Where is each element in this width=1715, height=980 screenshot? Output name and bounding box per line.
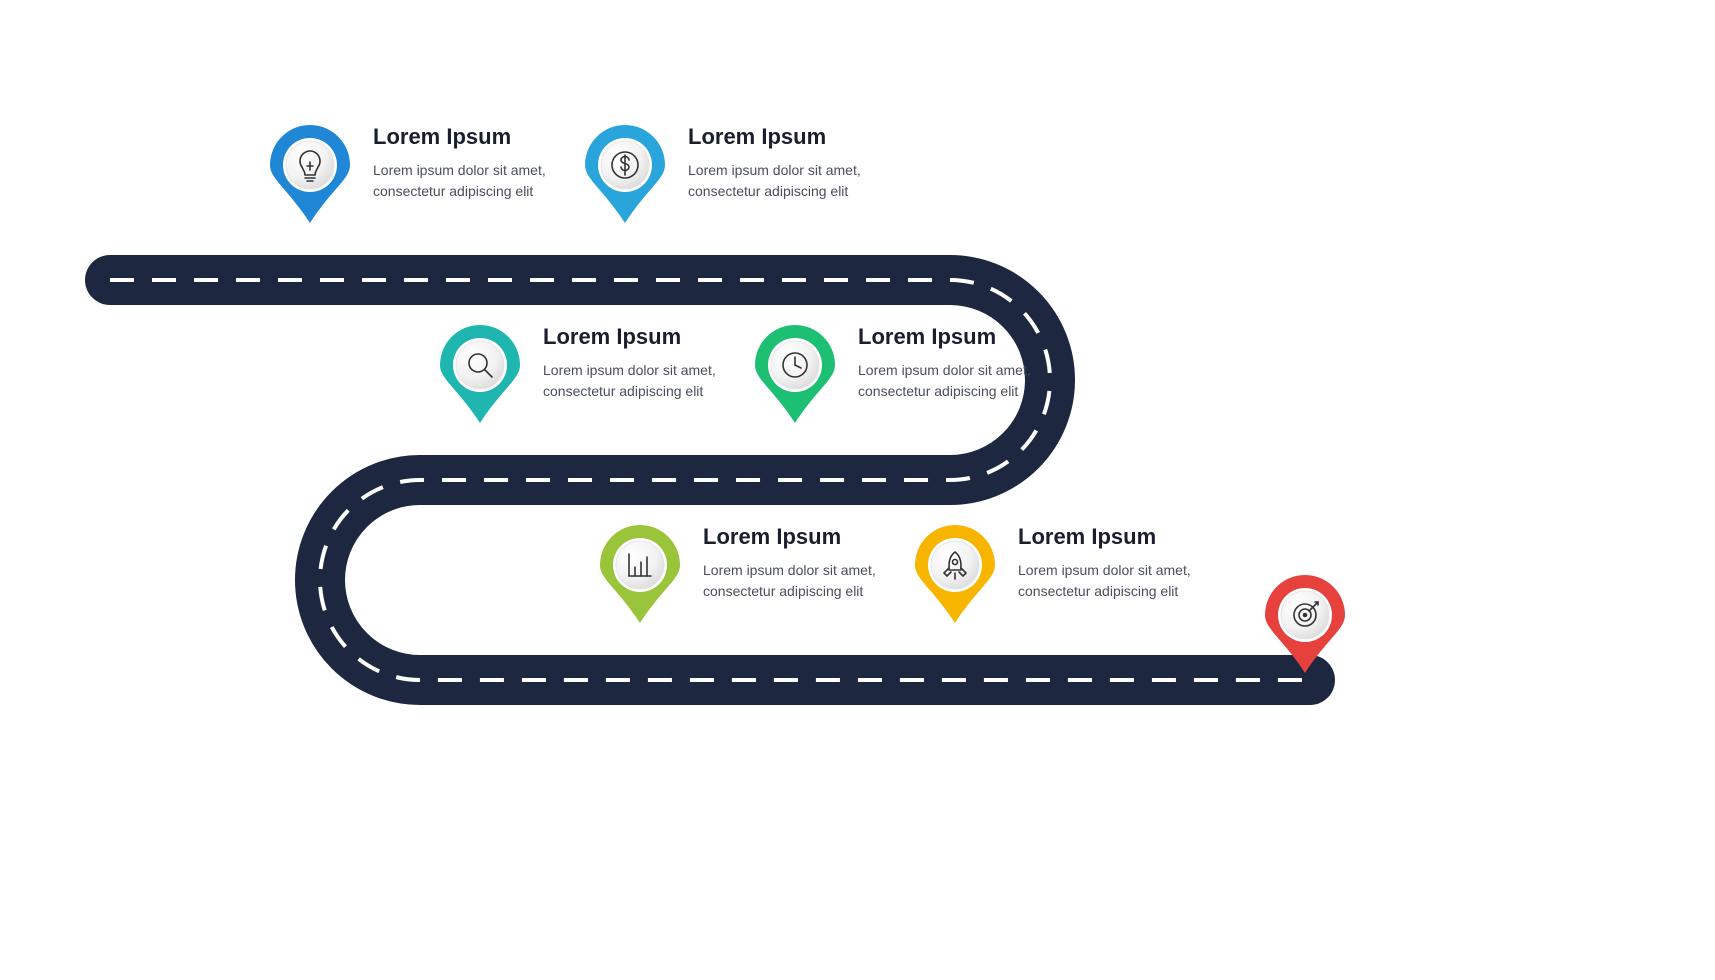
step-body: Lorem ipsum dolor sit amet, consectetur …: [858, 360, 1038, 402]
clock-icon: [750, 320, 840, 430]
step-text: Lorem Ipsum Lorem ipsum dolor sit amet, c…: [1018, 520, 1198, 602]
step-title: Lorem Ipsum: [373, 124, 553, 150]
step-1: Lorem Ipsum Lorem ipsum dolor sit amet, c…: [265, 120, 553, 230]
step-3: Lorem Ipsum Lorem ipsum dolor sit amet, c…: [435, 320, 723, 430]
dollar-icon: [580, 120, 670, 230]
step-title: Lorem Ipsum: [858, 324, 1038, 350]
lightbulb-icon: [265, 120, 355, 230]
step-5: Lorem Ipsum Lorem ipsum dolor sit amet, c…: [595, 520, 883, 630]
step-body: Lorem ipsum dolor sit amet, consectetur …: [688, 160, 868, 202]
end-pin: [1260, 570, 1350, 680]
step-text: Lorem Ipsum Lorem ipsum dolor sit amet, c…: [703, 520, 883, 602]
step-title: Lorem Ipsum: [1018, 524, 1198, 550]
step-body: Lorem ipsum dolor sit amet, consectetur …: [703, 560, 883, 602]
step-2: Lorem Ipsum Lorem ipsum dolor sit amet, c…: [580, 120, 868, 230]
step-6: Lorem Ipsum Lorem ipsum dolor sit amet, c…: [910, 520, 1198, 630]
step-title: Lorem Ipsum: [703, 524, 883, 550]
rocket-icon: [910, 520, 1000, 630]
step-body: Lorem ipsum dolor sit amet, consectetur …: [543, 360, 723, 402]
target-icon: [1260, 570, 1350, 680]
step-title: Lorem Ipsum: [543, 324, 723, 350]
step-title: Lorem Ipsum: [688, 124, 868, 150]
step-text: Lorem Ipsum Lorem ipsum dolor sit amet, c…: [373, 120, 553, 202]
step-text: Lorem Ipsum Lorem ipsum dolor sit amet, c…: [688, 120, 868, 202]
step-body: Lorem ipsum dolor sit amet, consectetur …: [373, 160, 553, 202]
chart-icon: [595, 520, 685, 630]
step-text: Lorem Ipsum Lorem ipsum dolor sit amet, c…: [543, 320, 723, 402]
roadmap-stage: Lorem Ipsum Lorem ipsum dolor sit amet, c…: [0, 0, 1715, 980]
step-4: Lorem Ipsum Lorem ipsum dolor sit amet, c…: [750, 320, 1038, 430]
step-body: Lorem ipsum dolor sit amet, consectetur …: [1018, 560, 1198, 602]
step-text: Lorem Ipsum Lorem ipsum dolor sit amet, c…: [858, 320, 1038, 402]
search-icon: [435, 320, 525, 430]
